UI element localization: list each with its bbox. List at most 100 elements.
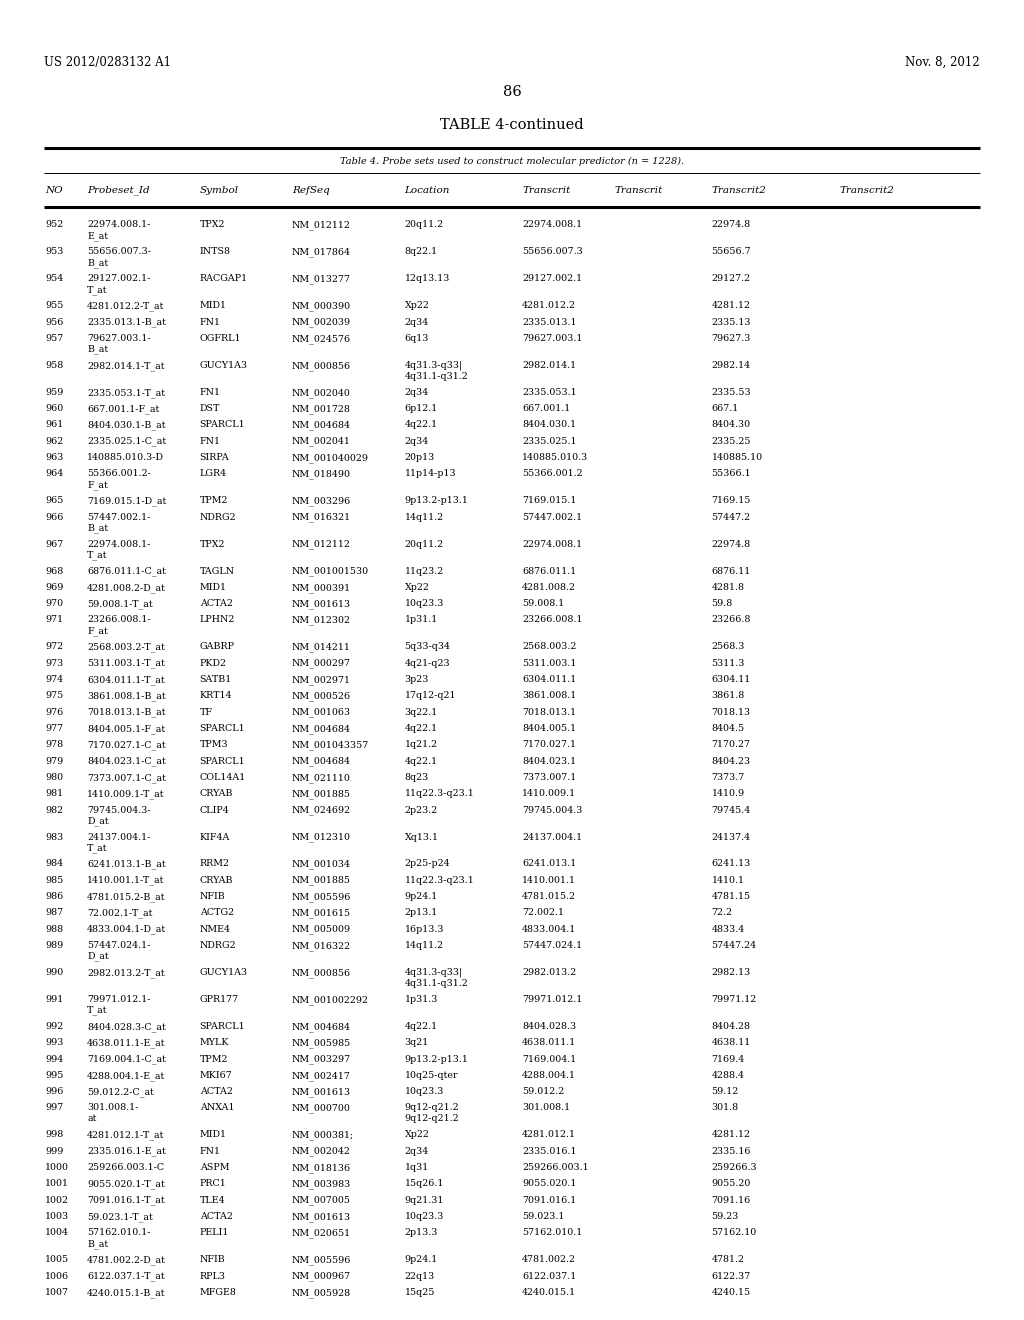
Text: 4281.012.2: 4281.012.2 xyxy=(522,301,577,310)
Text: GABRP: GABRP xyxy=(200,643,234,652)
Text: GUCY1A3: GUCY1A3 xyxy=(200,360,248,370)
Text: FN1: FN1 xyxy=(200,388,221,397)
Text: 22974.008.1: 22974.008.1 xyxy=(522,540,583,549)
Text: 1410.9: 1410.9 xyxy=(712,789,744,799)
Text: NM_000967: NM_000967 xyxy=(292,1271,351,1282)
Text: 7170.027.1: 7170.027.1 xyxy=(522,741,577,750)
Text: Xq13.1: Xq13.1 xyxy=(404,833,438,842)
Text: 4q22.1: 4q22.1 xyxy=(404,1022,437,1031)
Text: 2982.013.2: 2982.013.2 xyxy=(522,968,577,977)
Text: 79971.12: 79971.12 xyxy=(712,995,757,1005)
Text: PKD2: PKD2 xyxy=(200,659,226,668)
Text: Transcrit2: Transcrit2 xyxy=(712,186,767,194)
Text: 259266.003.1: 259266.003.1 xyxy=(522,1163,589,1172)
Text: NM_012310: NM_012310 xyxy=(292,833,351,842)
Text: 976: 976 xyxy=(45,708,63,717)
Text: 7373.007.1: 7373.007.1 xyxy=(522,774,577,781)
Text: SATB1: SATB1 xyxy=(200,675,231,684)
Text: 29127.002.1-
T_at: 29127.002.1- T_at xyxy=(87,275,151,294)
Text: 20q11.2: 20q11.2 xyxy=(404,540,443,549)
Text: Nov. 8, 2012: Nov. 8, 2012 xyxy=(905,55,980,69)
Text: ANXA1: ANXA1 xyxy=(200,1104,234,1113)
Text: RACGAP1: RACGAP1 xyxy=(200,275,248,284)
Text: 9p24.1: 9p24.1 xyxy=(404,892,437,902)
Text: 79627.3: 79627.3 xyxy=(712,334,751,343)
Text: 6304.011.1-T_at: 6304.011.1-T_at xyxy=(87,675,165,685)
Text: 23266.008.1-
F_at: 23266.008.1- F_at xyxy=(87,615,151,636)
Text: 961: 961 xyxy=(45,421,63,429)
Text: 4781.002.2-D_at: 4781.002.2-D_at xyxy=(87,1255,166,1265)
Text: 4833.4: 4833.4 xyxy=(712,925,744,933)
Text: NM_003983: NM_003983 xyxy=(292,1179,351,1189)
Text: 11q22.3-q23.1: 11q22.3-q23.1 xyxy=(404,789,474,799)
Text: NM_012112: NM_012112 xyxy=(292,540,350,549)
Text: 6876.011.1-C_at: 6876.011.1-C_at xyxy=(87,566,166,577)
Text: 970: 970 xyxy=(45,599,63,609)
Text: NM_001615: NM_001615 xyxy=(292,908,351,919)
Text: 59.012.2-C_at: 59.012.2-C_at xyxy=(87,1088,154,1097)
Text: ACTG2: ACTG2 xyxy=(200,908,233,917)
Text: 6122.037.1: 6122.037.1 xyxy=(522,1271,577,1280)
Text: 55656.007.3-
B_at: 55656.007.3- B_at xyxy=(87,247,152,268)
Text: MKI67: MKI67 xyxy=(200,1071,232,1080)
Text: NM_012112: NM_012112 xyxy=(292,220,350,230)
Text: 2335.053.1-T_at: 2335.053.1-T_at xyxy=(87,388,165,397)
Text: MID1: MID1 xyxy=(200,583,226,591)
Text: NM_017864: NM_017864 xyxy=(292,247,351,257)
Text: NM_001002292: NM_001002292 xyxy=(292,995,369,1005)
Text: KRT14: KRT14 xyxy=(200,692,232,701)
Text: GUCY1A3: GUCY1A3 xyxy=(200,968,248,977)
Text: 1001: 1001 xyxy=(45,1179,69,1188)
Text: 22974.008.1-
T_at: 22974.008.1- T_at xyxy=(87,540,151,560)
Text: ACTA2: ACTA2 xyxy=(200,1212,232,1221)
Text: 984: 984 xyxy=(45,859,63,869)
Text: DST: DST xyxy=(200,404,220,413)
Text: 992: 992 xyxy=(45,1022,63,1031)
Text: 968: 968 xyxy=(45,566,63,576)
Text: NM_004684: NM_004684 xyxy=(292,1022,351,1031)
Text: NM_002417: NM_002417 xyxy=(292,1071,350,1081)
Text: 301.008.1-
at: 301.008.1- at xyxy=(87,1104,138,1123)
Text: NM_000297: NM_000297 xyxy=(292,659,351,668)
Text: 8404.030.1: 8404.030.1 xyxy=(522,421,577,429)
Text: US 2012/0283132 A1: US 2012/0283132 A1 xyxy=(44,55,171,69)
Text: 11q23.2: 11q23.2 xyxy=(404,566,443,576)
Text: 4638.011.1: 4638.011.1 xyxy=(522,1039,577,1047)
Text: 9055.020.1-T_at: 9055.020.1-T_at xyxy=(87,1179,165,1189)
Text: 6241.013.1-B_at: 6241.013.1-B_at xyxy=(87,859,166,869)
Text: 2568.3: 2568.3 xyxy=(712,643,745,652)
Text: 1000: 1000 xyxy=(45,1163,69,1172)
Text: 22974.8: 22974.8 xyxy=(712,540,751,549)
Text: TAGLN: TAGLN xyxy=(200,566,234,576)
Text: 958: 958 xyxy=(45,360,63,370)
Text: NM_000391: NM_000391 xyxy=(292,583,351,593)
Text: NM_005985: NM_005985 xyxy=(292,1039,351,1048)
Text: 989: 989 xyxy=(45,941,63,950)
Text: 1410.009.1-T_at: 1410.009.1-T_at xyxy=(87,789,165,799)
Text: 1007: 1007 xyxy=(45,1288,69,1296)
Text: 24137.4: 24137.4 xyxy=(712,833,751,842)
Text: Transcrit: Transcrit xyxy=(522,186,570,194)
Text: 79745.004.3: 79745.004.3 xyxy=(522,805,583,814)
Text: 4q22.1: 4q22.1 xyxy=(404,421,437,429)
Text: 997: 997 xyxy=(45,1104,63,1113)
Text: NM_001001530: NM_001001530 xyxy=(292,566,369,577)
Text: NM_004684: NM_004684 xyxy=(292,756,351,767)
Text: 22974.008.1: 22974.008.1 xyxy=(522,220,583,230)
Text: MFGE8: MFGE8 xyxy=(200,1288,237,1296)
Text: NM_003297: NM_003297 xyxy=(292,1055,351,1064)
Text: 6304.11: 6304.11 xyxy=(712,675,751,684)
Text: 72.002.1: 72.002.1 xyxy=(522,908,564,917)
Text: 57447.002.1-
B_at: 57447.002.1- B_at xyxy=(87,512,151,533)
Text: 4q31.3-q33|
4q31.1-q31.2: 4q31.3-q33| 4q31.1-q31.2 xyxy=(404,968,468,989)
Text: 55366.001.2-
F_at: 55366.001.2- F_at xyxy=(87,470,151,490)
Text: NM_000856: NM_000856 xyxy=(292,360,351,371)
Text: PRC1: PRC1 xyxy=(200,1179,226,1188)
Text: Transcrit: Transcrit xyxy=(614,186,663,194)
Text: NDRG2: NDRG2 xyxy=(200,941,237,950)
Text: 4781.015.2: 4781.015.2 xyxy=(522,892,577,902)
Text: NM_018490: NM_018490 xyxy=(292,470,351,479)
Text: RRM2: RRM2 xyxy=(200,859,229,869)
Text: 4781.002.2: 4781.002.2 xyxy=(522,1255,577,1265)
Text: 57162.010.1-
B_at: 57162.010.1- B_at xyxy=(87,1229,151,1249)
